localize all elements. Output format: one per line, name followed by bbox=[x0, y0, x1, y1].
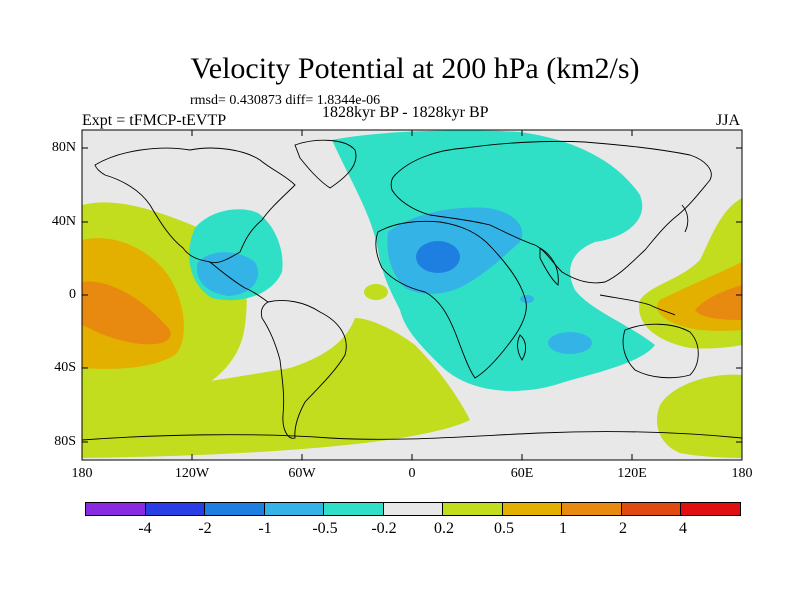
map-title: Velocity Potential at 200 hPa (km2/s) bbox=[190, 52, 640, 85]
colorbar-segment bbox=[621, 503, 682, 515]
colorbar-segment bbox=[324, 503, 384, 515]
contour-fields bbox=[82, 130, 742, 460]
colorbar-label: -0.5 bbox=[312, 520, 338, 537]
colorbar-segment bbox=[502, 503, 563, 515]
positive-weak-field-southeast bbox=[656, 374, 742, 458]
colorbar-segment bbox=[264, 503, 325, 515]
coast-antarctica bbox=[82, 431, 742, 441]
colorbar bbox=[85, 502, 741, 516]
negative-mid-blob-arabian-sea bbox=[520, 295, 534, 303]
coast-north-america bbox=[94, 147, 296, 264]
lon-label-180w: 180 bbox=[71, 466, 93, 481]
negative-strong-field-africa bbox=[416, 241, 460, 273]
coastlines bbox=[82, 139, 742, 441]
coast-central-america bbox=[209, 261, 269, 303]
colorbar-segment bbox=[145, 503, 206, 515]
colorbar-label: 0.5 bbox=[494, 520, 514, 537]
stats-text: rmsd= 0.430873 diff= 1.8344e-06 bbox=[190, 93, 381, 108]
lon-label-0: 0 bbox=[408, 466, 416, 481]
negative-mid-field-west-atlantic bbox=[196, 252, 259, 296]
colorbar-label: 2 bbox=[619, 520, 627, 537]
coast-indonesia bbox=[599, 294, 676, 316]
colorbar-segment bbox=[443, 503, 503, 515]
colorbar-label: -4 bbox=[138, 520, 152, 537]
lon-label-120e: 120E bbox=[617, 466, 647, 481]
lon-label-60w: 60W bbox=[288, 466, 316, 481]
colorbar-label: -1 bbox=[258, 520, 272, 537]
negative-mid-blob-indian-ocean bbox=[548, 332, 592, 354]
lon-label-120w: 120W bbox=[174, 466, 210, 481]
coast-greenland bbox=[294, 139, 357, 189]
season-label: JJA bbox=[716, 112, 741, 129]
tick-marks bbox=[82, 130, 742, 460]
coast-japan bbox=[681, 204, 689, 233]
coast-india bbox=[539, 247, 559, 286]
colorbar-segment bbox=[86, 503, 146, 515]
lon-label-180e: 180 bbox=[731, 466, 753, 481]
lat-label-40n: 40N bbox=[51, 214, 76, 229]
coast-eurasia bbox=[390, 140, 712, 284]
positive-strong-field-east bbox=[695, 285, 742, 320]
colorbar-segment bbox=[205, 503, 265, 515]
coast-australia bbox=[622, 323, 699, 379]
colorbar-segment bbox=[681, 503, 741, 515]
colorbar-label: -2 bbox=[198, 520, 212, 537]
colorbar-label: 0.2 bbox=[434, 520, 454, 537]
experiment-label: Expt = tFMCP-tEVTP bbox=[82, 112, 227, 129]
colorbar-segment bbox=[383, 503, 444, 515]
coast-madagascar bbox=[517, 334, 527, 361]
lon-label-60e: 60E bbox=[510, 466, 534, 481]
lat-label-0: 0 bbox=[69, 287, 76, 302]
lat-label-40s: 40S bbox=[54, 360, 76, 375]
colorbar-label: 4 bbox=[679, 520, 687, 537]
lat-label-80n: 80N bbox=[51, 140, 76, 155]
period-label: 1828kyr BP - 1828kyr BP bbox=[322, 104, 489, 121]
colorbar-segment bbox=[562, 503, 622, 515]
colorbar-label: -0.2 bbox=[371, 520, 397, 537]
colorbar-label: 1 bbox=[559, 520, 567, 537]
positive-weak-blob-atlantic bbox=[364, 284, 388, 300]
coast-south-america bbox=[260, 300, 347, 439]
positive-strong-field-west bbox=[82, 281, 171, 345]
coast-africa bbox=[375, 220, 527, 379]
positive-weak-field-south-atlantic bbox=[82, 318, 470, 458]
lat-label-80s: 80S bbox=[54, 434, 76, 449]
